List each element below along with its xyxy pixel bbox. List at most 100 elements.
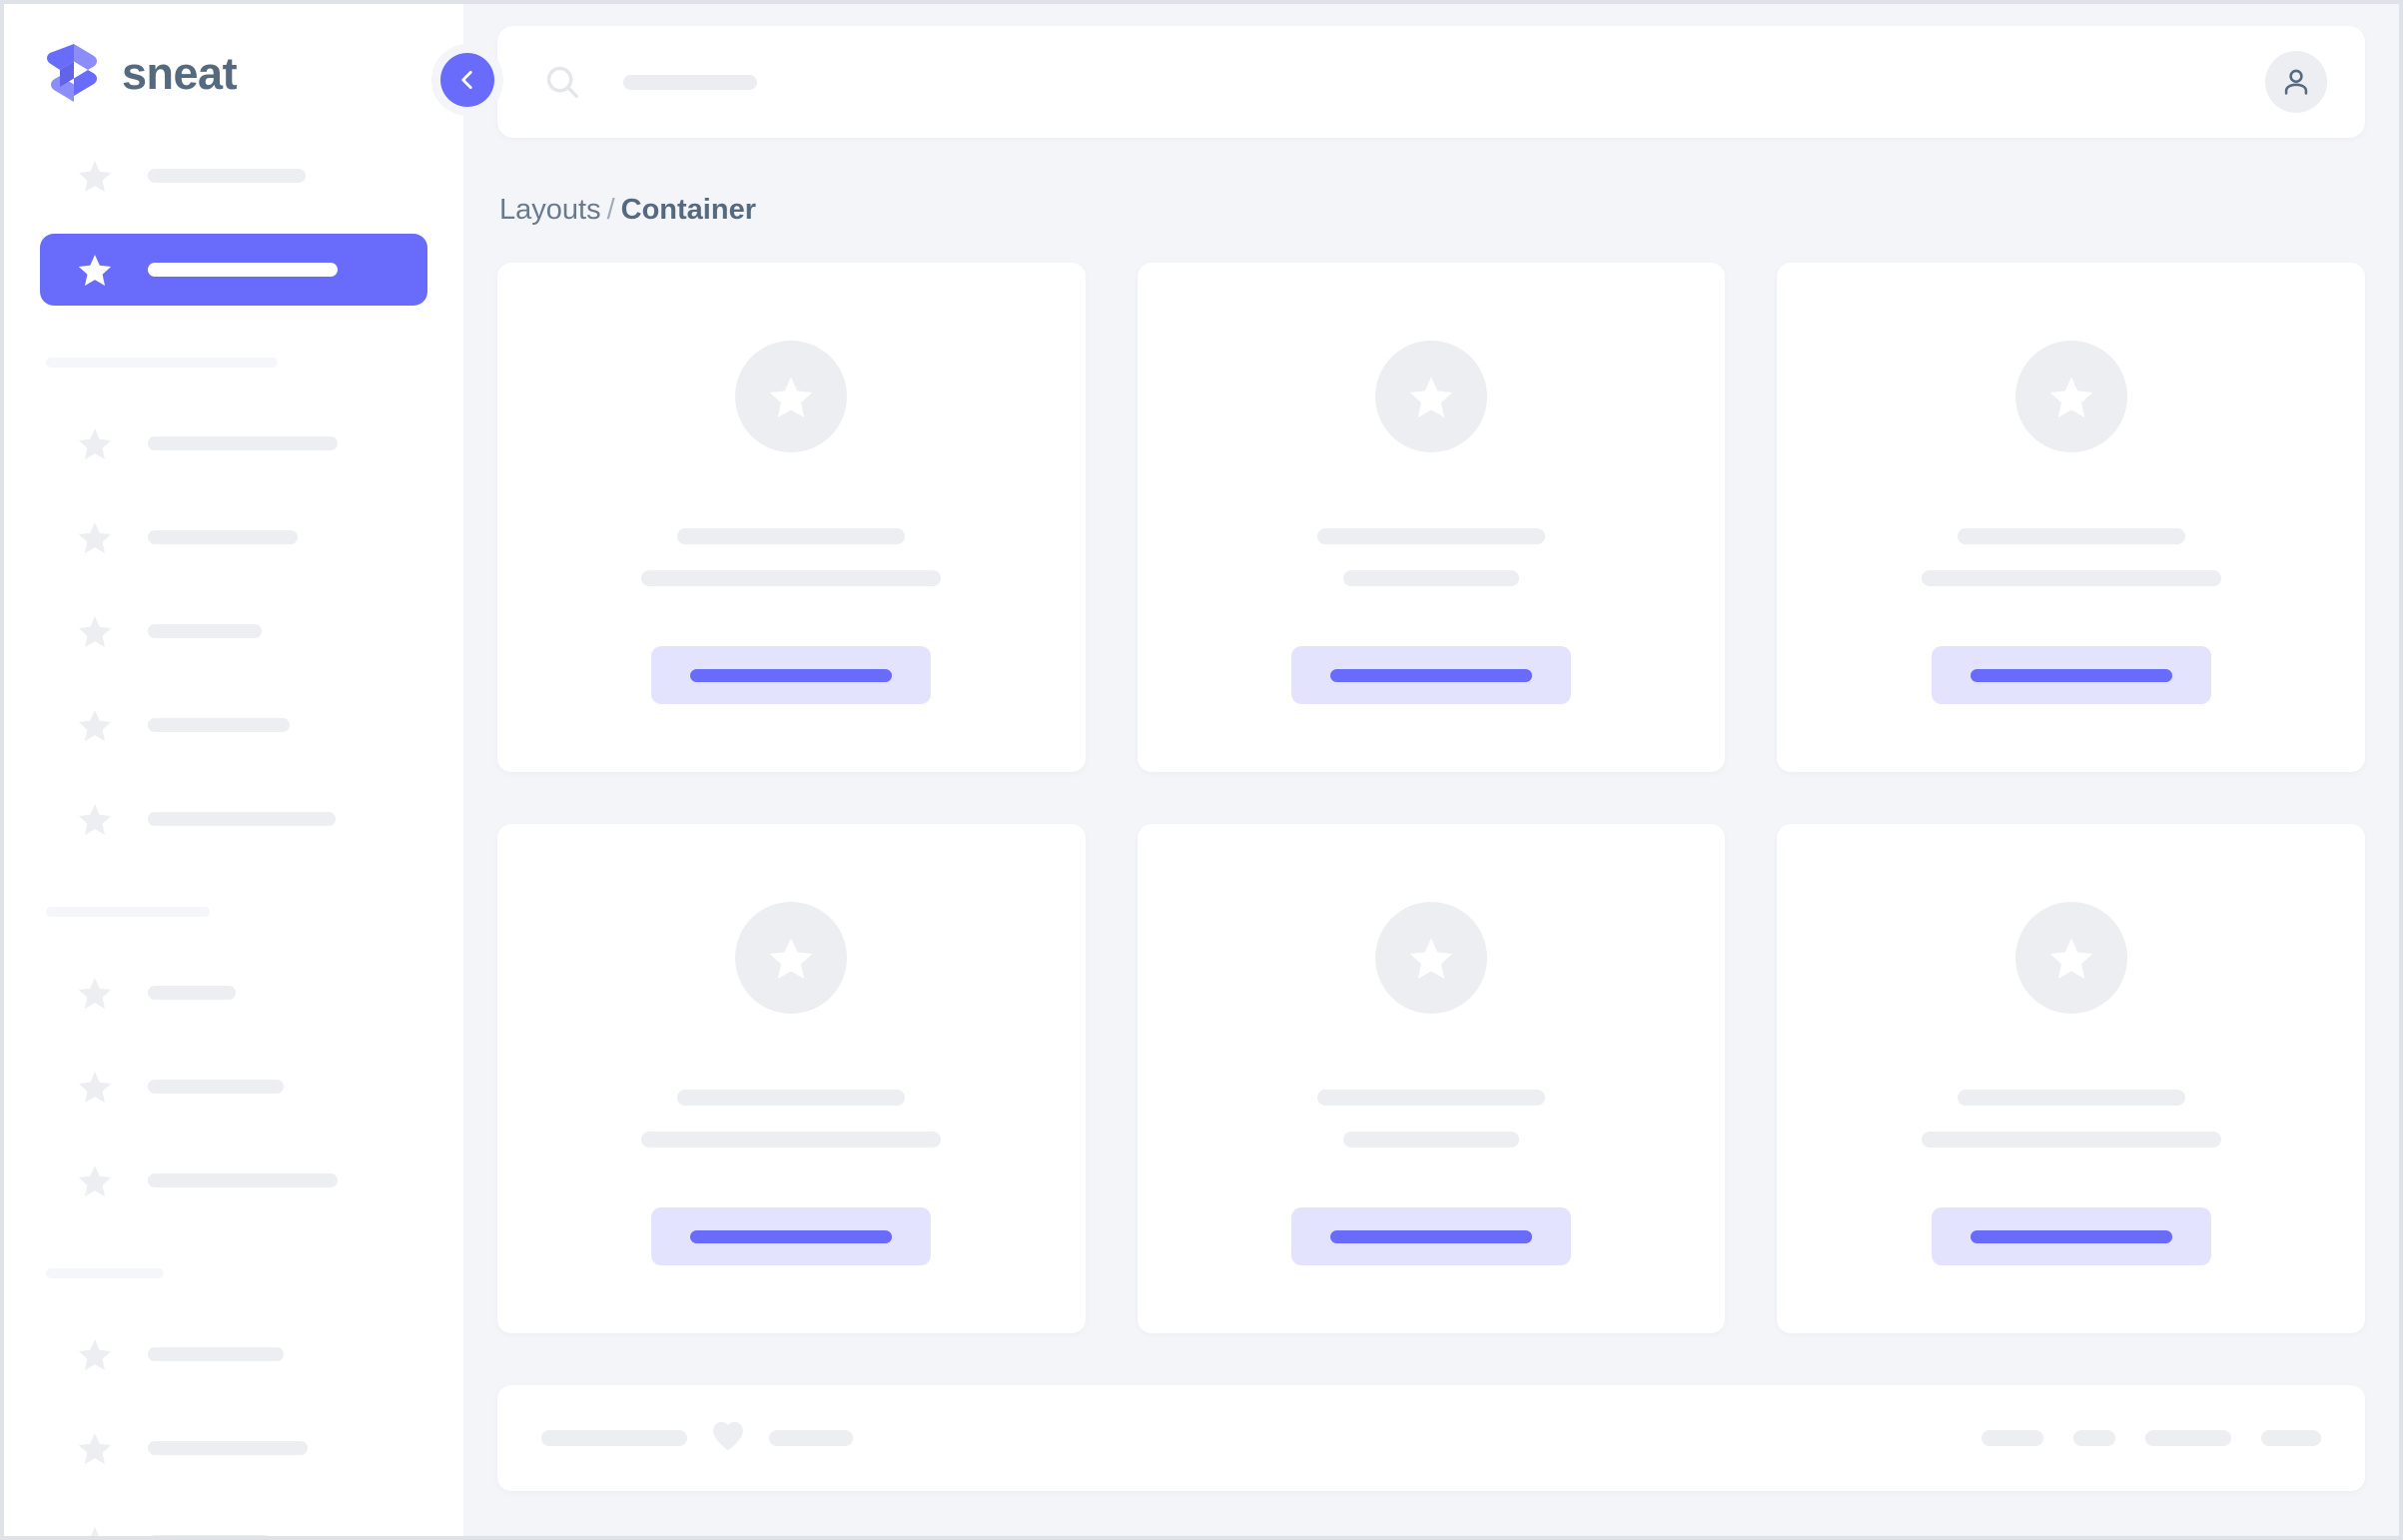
sneat-s-logo-icon [47,44,97,102]
sidebar-spacer [4,1123,463,1145]
content-card[interactable] [497,824,1086,1333]
sidebar-item-label [148,263,338,277]
footer-right-item[interactable] [2145,1430,2231,1446]
sidebar-item-label [148,624,262,638]
star-icon [78,428,112,459]
sidebar-item-label [148,1535,272,1536]
card-subtitle-skeleton [1921,570,2221,586]
sidebar-item-label [148,436,338,450]
card-subtitle-skeleton [1342,570,1519,586]
card-action-button[interactable] [1931,646,2211,704]
breadcrumb-separator: / [606,194,615,226]
brand-name: sneat [122,47,238,99]
card-title-skeleton [1957,528,2185,544]
sidebar-item-1-1[interactable] [40,501,427,573]
sidebar-item-label [148,718,290,732]
card-avatar [735,902,848,1014]
sidebar-item-0-0[interactable] [40,140,427,212]
sidebar-item-2-1[interactable] [40,1051,427,1123]
sidebar-nav [4,140,463,1536]
main-content: Layouts / Container [463,4,2399,1536]
footer-right-item[interactable] [2073,1430,2115,1446]
chevron-left-icon [461,71,472,89]
card-title-skeleton [1316,1090,1545,1106]
star-icon [78,255,112,286]
card-avatar [2014,902,2127,1014]
card-avatar [1374,902,1487,1014]
sidebar-item-1-0[interactable] [40,407,427,479]
sidebar-collapse-button[interactable] [440,53,494,107]
star-icon [2049,938,2092,980]
card-title-skeleton [1316,528,1545,544]
card-subtitle-skeleton [641,1132,942,1148]
sidebar-item-3-0[interactable] [40,1318,427,1390]
sidebar-spacer [4,1390,463,1412]
card-grid [497,263,2365,1333]
brand[interactable]: sneat [44,42,238,104]
content-card[interactable] [1137,824,1726,1333]
content-card[interactable] [497,263,1086,772]
card-avatar [1374,341,1487,452]
sidebar-item-label [148,986,236,1000]
card-action-button[interactable] [651,1207,932,1265]
card-subtitle-skeleton [1342,1132,1519,1148]
sidebar-collapse-wrap [431,44,503,116]
user-icon [2284,69,2308,95]
star-icon [78,710,112,741]
breadcrumb-parent[interactable]: Layouts [499,194,601,226]
footer-left-item[interactable] [769,1430,853,1446]
breadcrumb: Layouts / Container [499,196,2365,225]
sidebar-item-label [148,530,298,544]
sidebar-spacer [4,667,463,689]
card-action-button[interactable] [651,646,932,704]
star-icon [1409,938,1453,980]
star-icon [78,978,112,1009]
sidebar-item-2-0[interactable] [40,957,427,1029]
sidebar-item-label [148,1441,308,1455]
card-title-skeleton [677,528,906,544]
star-icon [78,522,112,553]
card-action-button[interactable] [1290,646,1571,704]
avatar[interactable] [2265,51,2327,113]
card-action-button[interactable] [1290,1207,1571,1265]
footer-left-item[interactable] [541,1430,687,1446]
sidebar-spacer [4,1029,463,1051]
sidebar-divider [46,907,210,917]
sidebar-item-3-1[interactable] [40,1412,427,1484]
sidebar-item-0-1[interactable] [40,234,427,306]
sidebar-spacer [4,761,463,783]
star-icon [78,1165,112,1196]
footer-right-item[interactable] [1982,1430,2043,1446]
footer-right-item[interactable] [2261,1430,2321,1446]
star-icon [1409,377,1453,418]
star-icon [78,804,112,835]
sidebar-divider [46,1268,164,1278]
card-avatar [2014,341,2127,452]
sidebar-item-1-2[interactable] [40,595,427,667]
search-icon [546,66,578,98]
sidebar-item-1-3[interactable] [40,689,427,761]
card-action-button[interactable] [1931,1207,2211,1265]
card-button-label [1329,1229,1532,1243]
footer-left-group [541,1417,853,1460]
sidebar-spacer [4,479,463,501]
star-icon [78,1339,112,1370]
heart-icon [709,1417,747,1460]
search-bar[interactable] [543,63,2265,101]
star-icon [2049,377,2092,418]
sidebar-item-2-2[interactable] [40,1145,427,1216]
sidebar-spacer [4,212,463,234]
sidebar-item-3-2[interactable] [40,1506,427,1536]
star-icon [78,1072,112,1103]
search-input[interactable] [623,74,757,90]
sidebar-item-label [148,1080,284,1094]
content-card[interactable] [1777,824,2365,1333]
star-icon [78,1433,112,1464]
footer-right-group [1982,1430,2321,1446]
card-button-label [1970,1229,2172,1243]
sidebar-divider [46,358,278,368]
content-card[interactable] [1777,263,2365,772]
content-card[interactable] [1137,263,1726,772]
sidebar-item-1-4[interactable] [40,783,427,855]
